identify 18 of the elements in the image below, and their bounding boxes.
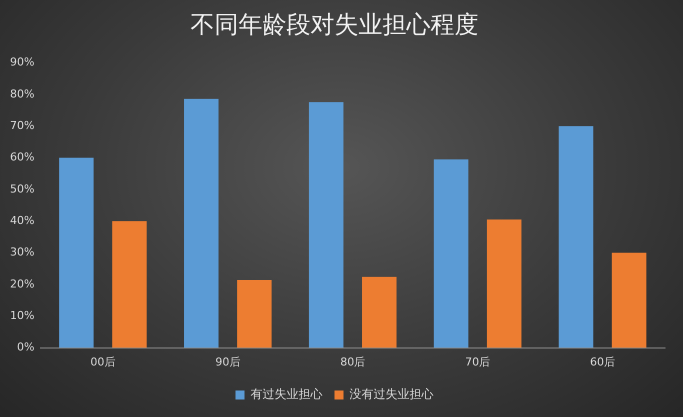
y-tick-label: 50%: [10, 182, 34, 196]
y-tick-label: 90%: [10, 56, 34, 69]
x-tick-label: 70后: [465, 355, 490, 368]
legend-label: 没有过失业担心: [350, 387, 434, 402]
y-tick-label: 40%: [10, 214, 34, 227]
y-tick-label: 70%: [10, 118, 34, 132]
y-tick-label: 20%: [10, 277, 34, 290]
y-tick-label: 30%: [10, 246, 34, 259]
x-tick-label: 80后: [340, 355, 366, 368]
x-tick-label: 60后: [590, 355, 616, 368]
chart-title: 不同年龄段对失业担心程度: [190, 10, 478, 39]
y-tick-label: 60%: [10, 150, 34, 164]
x-tick-label: 00后: [90, 355, 116, 368]
y-tick-label: 10%: [10, 308, 34, 322]
y-tick-label: 80%: [10, 87, 34, 100]
x-tick-label: 90后: [215, 355, 240, 368]
legend-label: 有过失业担心: [250, 387, 322, 402]
y-tick-label: 0%: [16, 340, 34, 354]
